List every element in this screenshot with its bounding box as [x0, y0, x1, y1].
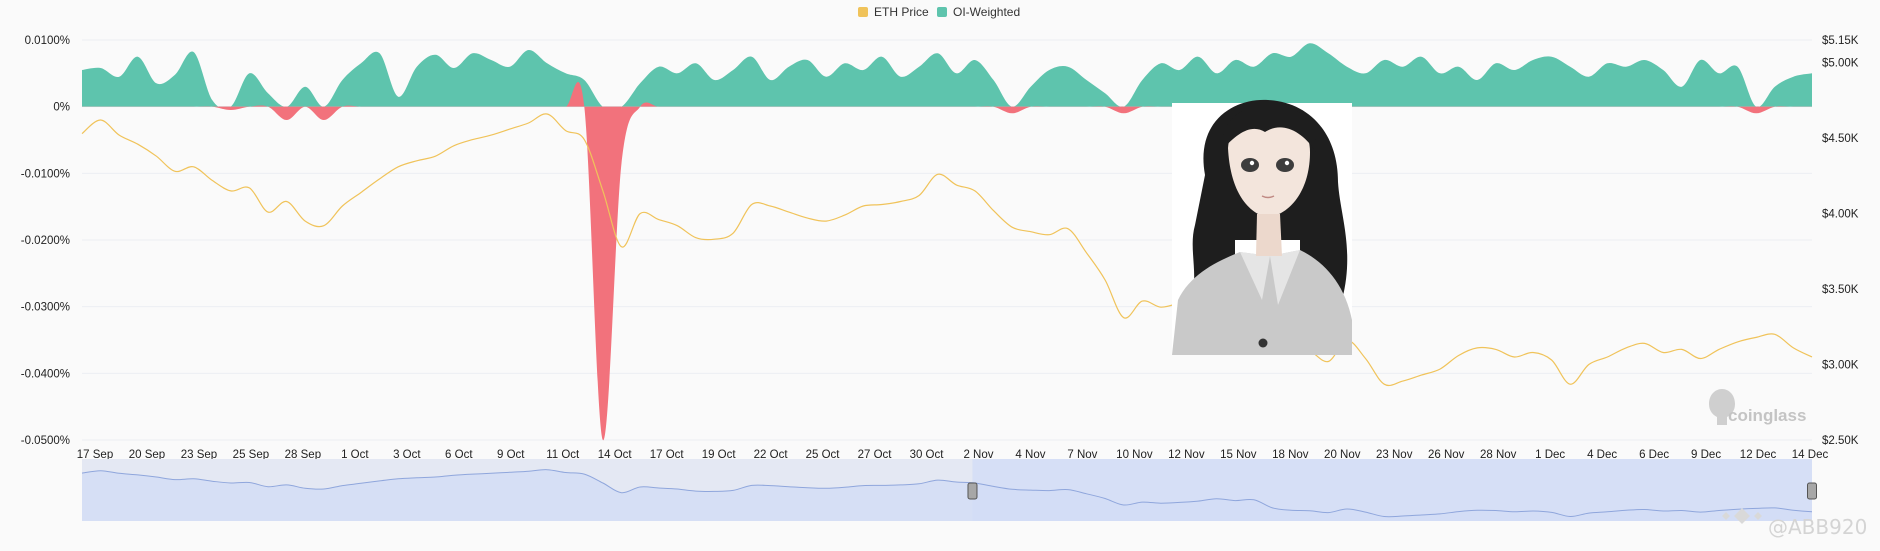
y-axis-left: 0.0100% 0% -0.0100% -0.0200% -0.0300% -0.0400…: [21, 35, 70, 447]
legend-swatch-oi-weighted: [937, 7, 947, 17]
y-right-tick-label: $4.00K: [1822, 209, 1859, 221]
x-tick-label: 1 Oct: [341, 449, 369, 461]
x-tick-label: 19 Oct: [702, 449, 737, 461]
y-left-tick-label: -0.0300%: [21, 302, 70, 314]
x-tick-label: 15 Nov: [1220, 449, 1257, 461]
portrait-eye-right: [1276, 158, 1294, 172]
y-right-tick-label: $5.15K: [1822, 35, 1859, 47]
x-tick-label: 14 Dec: [1792, 449, 1829, 461]
x-axis: 17 Sep 20 Sep 23 Sep 25 Sep 28 Sep 1 Oct 3 Oct…: [77, 449, 1829, 461]
y-left-tick-label: -0.0200%: [21, 235, 70, 247]
x-tick-label: 28 Nov: [1480, 449, 1517, 461]
y-left-tick-label: -0.0100%: [21, 168, 70, 180]
x-tick-label: 28 Sep: [285, 449, 321, 461]
x-tick-label: 25 Oct: [806, 449, 841, 461]
portrait-illustration: [1172, 99, 1352, 355]
y-right-tick-label: $5.00K: [1822, 58, 1859, 70]
y-right-tick-label: $4.50K: [1822, 133, 1859, 145]
x-tick-label: 12 Dec: [1740, 449, 1777, 461]
y-left-tick-label: -0.0500%: [21, 435, 70, 447]
legend-item-eth-price[interactable]: ETH Price: [858, 5, 929, 19]
x-tick-label: 6 Dec: [1639, 449, 1669, 461]
x-tick-label: 1 Dec: [1535, 449, 1565, 461]
portrait-coat: [1172, 250, 1352, 355]
coinglass-watermark: coinglass: [1709, 389, 1806, 425]
x-tick-label: 4 Dec: [1587, 449, 1617, 461]
navigator-handle-right[interactable]: [1807, 482, 1817, 500]
y-axis-right: $5.15K $5.00K $4.50K $4.00K $3.50K $3.00K $2.5…: [1822, 35, 1859, 447]
eth-price-line: [81, 113, 1813, 387]
navigator[interactable]: [81, 459, 1817, 521]
footer-watermark-text: @ABB920: [1768, 515, 1867, 539]
legend[interactable]: ETH Price OI-Weighted: [858, 5, 1020, 19]
legend-item-oi-weighted[interactable]: OI-Weighted: [937, 5, 1020, 19]
x-tick-label: 20 Nov: [1324, 449, 1361, 461]
footer-watermark: @ABB920: [1722, 508, 1867, 539]
x-tick-label: 25 Sep: [233, 449, 269, 461]
y-left-tick-label: -0.0400%: [21, 368, 70, 380]
navigator-handle-left[interactable]: [967, 482, 978, 500]
x-tick-label: 26 Nov: [1428, 449, 1465, 461]
oi-weighted-positive-area: [82, 43, 1812, 110]
x-tick-label: 9 Dec: [1691, 449, 1721, 461]
x-tick-label: 12 Nov: [1168, 449, 1205, 461]
y-left-tick-label: 0.0100%: [25, 35, 70, 47]
binance-logo-icon: [1722, 508, 1762, 524]
x-tick-label: 6 Oct: [445, 449, 473, 461]
x-tick-label: 7 Nov: [1067, 449, 1097, 461]
portrait-coat-lapel: [1240, 250, 1300, 305]
coinglass-watermark-text: coinglass: [1728, 406, 1806, 425]
portrait-bangs: [1221, 104, 1317, 152]
portrait-coat-button: [1258, 338, 1268, 348]
portrait-eye-left: [1241, 158, 1259, 172]
x-tick-label: 18 Nov: [1272, 449, 1309, 461]
legend-swatch-eth-price: [858, 7, 868, 17]
legend-label-eth-price: ETH Price: [874, 5, 929, 19]
x-tick-label: 11 Oct: [546, 449, 580, 461]
y-right-tick-label: $3.50K: [1822, 284, 1859, 296]
x-tick-label: 23 Sep: [181, 449, 217, 461]
y-right-tick-label: $2.50K: [1822, 435, 1859, 447]
x-tick-label: 14 Oct: [598, 449, 633, 461]
x-tick-label: 22 Oct: [754, 449, 789, 461]
y-left-tick-label: 0%: [53, 102, 70, 114]
x-tick-label: 30 Oct: [910, 449, 945, 461]
x-tick-label: 27 Oct: [858, 449, 893, 461]
x-tick-label: 2 Nov: [963, 449, 993, 461]
coinglass-logo-icon: [1709, 389, 1735, 425]
x-tick-label: 9 Oct: [497, 449, 525, 461]
x-tick-label: 4 Nov: [1015, 449, 1045, 461]
navigator-area: [82, 469, 1812, 521]
oi-weighted-negative-area: [82, 81, 1812, 441]
portrait-mouth: [1261, 195, 1275, 199]
portrait-face: [1228, 112, 1310, 218]
y-right-tick-label: $3.00K: [1822, 360, 1859, 372]
x-tick-label: 3 Oct: [393, 449, 421, 461]
x-tick-label: 17 Sep: [77, 449, 113, 461]
x-tick-label: 17 Oct: [650, 449, 685, 461]
x-tick-label: 10 Nov: [1116, 449, 1153, 461]
navigator-line: [81, 469, 1813, 518]
x-tick-label: 23 Nov: [1376, 449, 1413, 461]
portrait-neck: [1256, 214, 1282, 256]
x-tick-label: 20 Sep: [129, 449, 165, 461]
legend-label-oi-weighted: OI-Weighted: [953, 5, 1020, 19]
